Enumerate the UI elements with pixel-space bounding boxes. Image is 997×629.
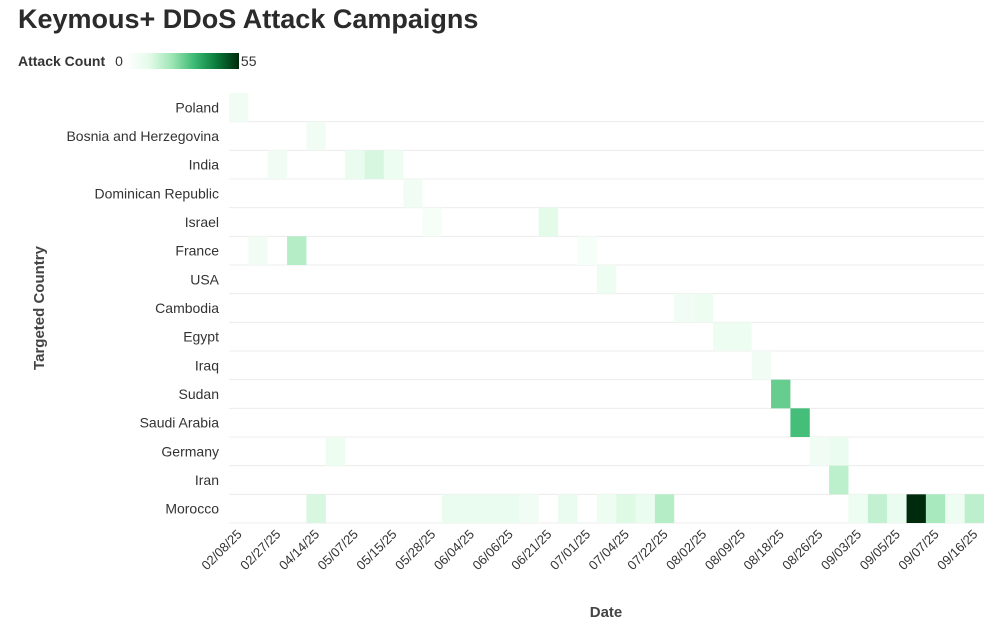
- heatmap-cell: [906, 494, 926, 523]
- x-tick-label: 09/16/25: [934, 527, 980, 573]
- x-tick-label: 06/21/25: [508, 527, 554, 573]
- y-tick-label: USA: [190, 271, 219, 287]
- heatmap-cell: [751, 351, 772, 380]
- y-tick-label: Cambodia: [155, 300, 219, 316]
- heatmap-cell: [345, 150, 365, 179]
- y-tick-label: Bosnia and Herzegovina: [66, 128, 219, 144]
- y-tick-label: Egypt: [183, 329, 219, 345]
- x-tick-label: 06/06/25: [469, 527, 515, 573]
- legend-max: 55: [240, 53, 257, 69]
- heatmap-cell: [790, 408, 810, 437]
- heatmap-cell: [229, 93, 249, 122]
- x-tick-label: 07/04/25: [586, 527, 632, 573]
- x-tick-label: 06/04/25: [431, 527, 477, 573]
- heatmap-cell: [867, 494, 888, 523]
- heatmap-cell: [519, 494, 539, 523]
- heatmap-cell: [848, 494, 868, 523]
- heatmap-cell: [616, 494, 636, 523]
- heatmap-cell: [441, 494, 462, 523]
- x-tick-label: 09/03/25: [818, 527, 864, 573]
- heatmap-cell: [829, 437, 849, 466]
- heatmap-cell: [287, 236, 307, 265]
- x-tick-label: 08/18/25: [740, 527, 786, 573]
- heatmap-cell: [732, 322, 752, 351]
- legend-gradient: [126, 53, 239, 69]
- y-tick-label: Sudan: [179, 386, 219, 402]
- x-axis-title: Date: [590, 604, 623, 621]
- heatmap-cell: [306, 494, 326, 523]
- heatmap-cells: [229, 93, 984, 523]
- heatmap-cell: [693, 293, 713, 323]
- heatmap-cell: [829, 465, 849, 495]
- heatmap-cell: [925, 494, 946, 523]
- heatmap-cell: [383, 150, 404, 179]
- heatmap-cell: [422, 207, 442, 237]
- y-tick-label: Dominican Republic: [94, 185, 219, 201]
- x-tick-label: 09/05/25: [857, 527, 903, 573]
- heatmap-cell: [306, 121, 326, 151]
- y-tick-label: Poland: [175, 99, 219, 115]
- y-tick-label: Morocco: [165, 501, 219, 517]
- heatmap-cell: [945, 494, 965, 523]
- x-tick-label: 07/22/25: [624, 527, 670, 573]
- heatmap-cell: [461, 494, 481, 523]
- legend-label: Attack Count: [18, 53, 106, 69]
- heatmap-cell: [480, 494, 501, 523]
- y-tick-label: India: [189, 157, 220, 173]
- chart-title: Keymous+ DDoS Attack Campaigns: [18, 4, 479, 34]
- heatmap-cell: [538, 207, 559, 237]
- x-tick-label: 05/28/25: [392, 527, 438, 573]
- y-tick-label: Iran: [195, 472, 219, 488]
- legend-min: 0: [115, 53, 123, 69]
- heatmap-cell: [635, 494, 655, 523]
- heatmap-cell: [248, 236, 268, 265]
- y-tick-label: Iraq: [195, 357, 219, 373]
- heatmap-cell: [596, 494, 617, 523]
- heatmap-cell: [712, 322, 733, 351]
- x-tick-label: 08/02/25: [663, 527, 709, 573]
- y-tick-labels: Poland Bosnia and Herzegovina India Dominic…: [66, 99, 219, 516]
- x-tick-label: 08/26/25: [779, 527, 825, 573]
- x-tick-label: 04/14/25: [276, 527, 322, 573]
- x-tick-label: 05/15/25: [353, 527, 399, 573]
- heatmap-cell: [596, 265, 617, 294]
- heatmap-cell: [403, 179, 423, 208]
- heatmap-cell: [809, 437, 830, 466]
- x-tick-label: 02/27/25: [237, 527, 283, 573]
- heatmap-cell: [577, 236, 597, 265]
- heatmap-cell: [558, 494, 578, 523]
- y-axis-title: Targeted Country: [31, 245, 48, 370]
- x-tick-label: 08/09/25: [702, 527, 748, 573]
- heatmap-cell: [771, 379, 791, 409]
- x-tick-label: 09/07/25: [895, 527, 941, 573]
- color-legend: Attack Count 0 55: [18, 52, 257, 70]
- heatmap-cell: [364, 150, 384, 179]
- heatmap-cell: [654, 494, 675, 523]
- x-tick-label: 07/01/25: [547, 527, 593, 573]
- heatmap-cell: [887, 494, 907, 523]
- heatmap-cell: [267, 150, 288, 179]
- heatmap-cell: [325, 437, 346, 466]
- x-tick-label: 02/08/25: [198, 527, 244, 573]
- y-tick-label: France: [175, 243, 219, 259]
- heatmap-cell: [674, 293, 694, 323]
- y-tick-label: Saudi Arabia: [140, 415, 220, 431]
- x-tick-label: 05/07/25: [315, 527, 361, 573]
- y-tick-label: Germany: [161, 443, 219, 459]
- x-tick-labels: 02/08/2502/27/2504/14/2505/07/2505/15/25…: [198, 527, 980, 573]
- heatmap-cell: [500, 494, 520, 523]
- heatmap-cell: [964, 494, 984, 523]
- y-tick-label: Israel: [185, 214, 219, 230]
